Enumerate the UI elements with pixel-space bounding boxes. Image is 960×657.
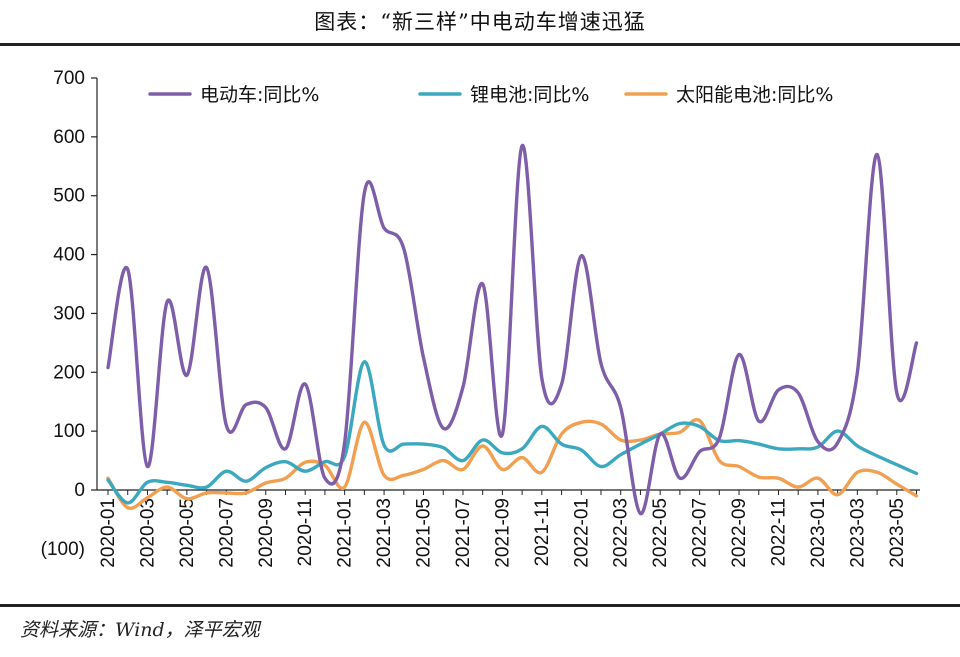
x-tick-label: 2021-09 [492, 498, 513, 568]
x-tick-label: 2022-07 [690, 498, 711, 568]
line-chart: 700 600 500 400 300 200 100 0 (100) 2020-01 2020-0… [41, 68, 920, 568]
y-tick-label: 400 [53, 245, 85, 266]
x-tick-label: 2021-11 [532, 498, 553, 566]
source-rule [0, 604, 960, 607]
x-tick-label: 2023-01 [808, 498, 829, 568]
legend-label-lithium-battery: 锂电池:同比% [470, 84, 589, 106]
x-tick-label: 2020-03 [137, 498, 158, 568]
series-line-lithium-battery [106, 359, 919, 505]
y-tick-label: (100) [41, 539, 85, 560]
y-tick-label: 600 [53, 127, 85, 148]
series-line-solar-cell [106, 417, 919, 511]
y-tick-label: 500 [53, 186, 85, 207]
y-tick-label: 700 [53, 68, 85, 89]
title-rule [0, 43, 960, 46]
x-tick-label: 2021-07 [453, 498, 474, 568]
legend-label-ev: 电动车:同比% [200, 84, 319, 106]
y-tick-label: 200 [53, 362, 85, 383]
y-tick-label: 300 [53, 303, 85, 324]
x-tick-label: 2020-09 [256, 498, 277, 568]
source-note: 资料来源：Wind，泽平宏观 [20, 619, 260, 641]
x-tick-label: 2022-11 [768, 498, 789, 566]
chart-title: 图表：“新三样”中电动车增速迅猛 [314, 10, 646, 34]
x-tick-label: 2022-01 [571, 498, 592, 568]
x-tick-label: 2020-11 [295, 498, 316, 566]
x-tick-label: 2021-03 [374, 498, 395, 568]
y-tick-label: 0 [74, 480, 85, 501]
x-tick-label: 2021-05 [414, 498, 435, 568]
x-tick-label: 2021-01 [335, 498, 356, 568]
x-tick-label: 2023-05 [887, 498, 908, 568]
x-tick-label: 2023-03 [847, 498, 868, 568]
x-tick-label: 2022-05 [650, 498, 671, 568]
x-tick-label: 2022-03 [611, 498, 632, 568]
y-tick-label: 100 [53, 421, 85, 442]
legend-label-solar-cell: 太阳能电池:同比% [676, 84, 833, 106]
x-tick-label: 2022-09 [729, 498, 750, 568]
series-line-ev [106, 143, 919, 516]
x-tick-label: 2020-01 [98, 498, 119, 568]
x-tick-label: 2020-05 [177, 498, 198, 568]
x-tick-label: 2020-07 [216, 498, 237, 568]
